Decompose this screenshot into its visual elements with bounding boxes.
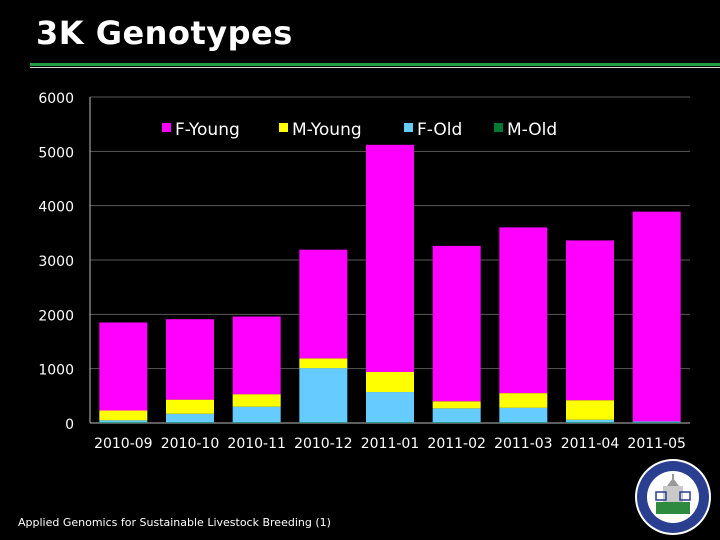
legend-swatch-m-old [494, 123, 503, 132]
bar-m-old-2010-12 [299, 422, 348, 423]
x-tick-label: 2011-03 [494, 436, 553, 452]
bar-f-young-2011-04 [566, 240, 614, 401]
legend-label-f-young: F-Young [175, 120, 240, 140]
legend-label-f-old: F-Old [417, 120, 462, 140]
bar-m-old-2010-11 [232, 422, 281, 423]
bar-m-old-2011-04 [566, 422, 614, 423]
legend-label-m-young: M-Young [292, 120, 362, 140]
bar-f-old-2010-12 [299, 368, 348, 423]
x-tick-label: 2010-11 [227, 436, 286, 452]
bar-f-old-2011-04 [566, 419, 614, 423]
bar-m-young-2010-11 [232, 394, 281, 407]
title-rule-white [30, 67, 720, 68]
bar-f-young-2010-12 [299, 249, 348, 359]
y-tick-label: 3000 [38, 254, 74, 270]
bar-f-old-2010-09 [99, 420, 148, 423]
bar-f-old-2010-10 [166, 413, 214, 423]
legend-swatch-m-young [279, 123, 288, 132]
x-tick-label: 2010-09 [94, 436, 153, 452]
bar-f-young-2010-09 [99, 322, 148, 411]
x-tick-label: 2011-04 [561, 436, 620, 452]
bar-m-old-2010-09 [99, 422, 148, 423]
y-tick-label: 2000 [38, 308, 74, 324]
x-tick-label: 2011-01 [361, 436, 420, 452]
university-seal-logo [635, 459, 711, 535]
bar-m-young-2011-04 [566, 400, 614, 420]
slide-title: 3K Genotypes [36, 14, 293, 52]
y-tick-label: 6000 [38, 91, 74, 107]
bar-m-young-2011-03 [499, 393, 548, 408]
legend-swatch-f-old [404, 123, 413, 132]
genotypes-chart: 0 1000 2000 3000 4000 5000 6000 2010-09 2010-10 2… [38, 91, 690, 452]
bar-m-old-2011-02 [432, 422, 481, 423]
x-tick-label: 2010-10 [161, 436, 220, 452]
bar-f-old-2011-03 [499, 407, 548, 423]
y-tick-label: 4000 [38, 200, 74, 216]
bar-f-young-2011-01 [366, 144, 414, 372]
bar-f-young-2011-03 [499, 227, 548, 394]
bar-m-young-2010-10 [166, 399, 214, 414]
footer-text: Applied Genomics for Sustainable Livesto… [18, 516, 331, 529]
bar-f-young-2010-10 [166, 319, 214, 400]
y-tick-label: 1000 [38, 363, 74, 379]
bar-m-young-2011-02 [432, 401, 481, 409]
y-tick-label: 0 [65, 417, 74, 433]
bar-f-young-2011-05 [632, 211, 681, 422]
bar-m-old-2011-03 [499, 422, 548, 423]
title-rule-green [30, 63, 720, 66]
bar-m-young-2010-12 [299, 358, 348, 369]
bar-f-old-2010-11 [232, 406, 281, 423]
x-tick-label: 2010-12 [294, 436, 353, 452]
bar-m-old-2011-05 [632, 422, 681, 423]
bar-f-young-2010-11 [232, 316, 281, 395]
bar-m-young-2010-09 [99, 410, 148, 421]
bar-f-old-2011-05 [632, 421, 681, 423]
legend-label-m-old: M-Old [507, 120, 557, 140]
y-tick-label: 5000 [38, 145, 74, 161]
legend-swatch-f-young [162, 123, 171, 132]
bar-f-old-2011-01 [366, 392, 414, 423]
bar-f-young-2011-02 [432, 245, 481, 402]
bar-m-old-2011-01 [366, 422, 414, 423]
bar-m-old-2010-10 [166, 422, 214, 423]
bar-f-old-2011-02 [432, 408, 481, 423]
x-tick-label: 2011-05 [627, 436, 686, 452]
x-tick-label: 2011-02 [427, 436, 486, 452]
bar-m-young-2011-01 [366, 371, 414, 393]
